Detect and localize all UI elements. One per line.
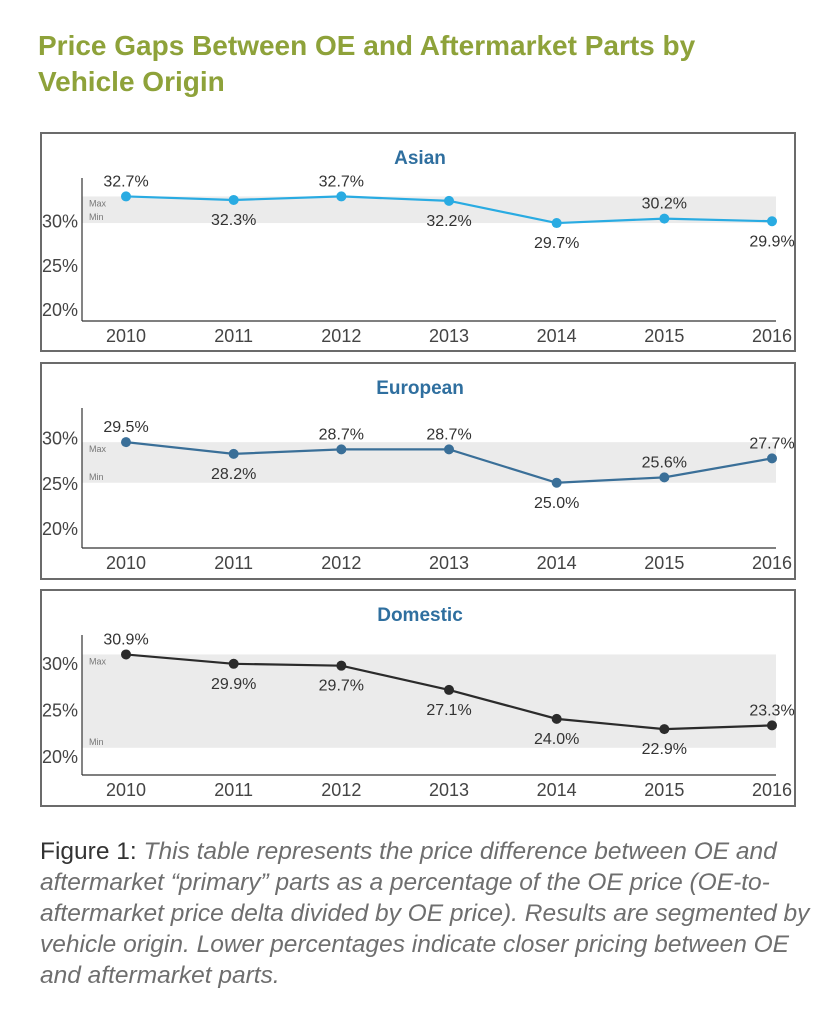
- domestic-data-point: [551, 713, 562, 724]
- asian-data-label: 29.7%: [534, 235, 579, 252]
- asian-data-point: [228, 194, 239, 205]
- european-data-point: [121, 437, 131, 448]
- asian-data-label: 32.2%: [426, 213, 471, 230]
- european-x-tick-label: 2014: [537, 553, 577, 573]
- chart-panel-domestic: Domestic 20% 25% 30% Max Min 2010 2011 2012 2013 2…: [40, 589, 796, 807]
- domestic-data-point: [121, 649, 131, 660]
- european-data-point: [767, 453, 777, 464]
- asian-band-max-label: Max: [89, 198, 107, 208]
- european-y-tick-label: 30%: [42, 429, 78, 449]
- domestic-band-min-label: Min: [89, 737, 104, 747]
- asian-data-point: [444, 195, 454, 206]
- european-data-label: 25.0%: [534, 495, 579, 512]
- domestic-data-label: 30.9%: [103, 631, 148, 648]
- european-data-point: [551, 477, 562, 488]
- chart-panel-european: European 20% 25% 30% Max Min 2010 2011 2012 2013 2…: [40, 362, 796, 580]
- asian-x-tick-label: 2014: [537, 326, 577, 346]
- european-y-tick-label: 20%: [42, 519, 78, 539]
- asian-y-tick-label: 30%: [42, 211, 78, 231]
- asian-x-tick-label: 2015: [644, 326, 684, 346]
- asian-data-point: [336, 191, 347, 202]
- asian-chart-title: Asian: [394, 148, 446, 169]
- asian-data-label: 32.7%: [319, 173, 364, 190]
- page-title: Price Gaps Between OE and Aftermarket Pa…: [38, 30, 696, 97]
- asian-x-tick-label: 2016: [752, 326, 792, 346]
- chart-domestic: Domestic 20% 25% 30% Max Min 2010 2011 2012 2013 2…: [42, 605, 795, 800]
- caption-body: This table represents the price differen…: [40, 838, 810, 989]
- domestic-data-point: [336, 660, 347, 671]
- asian-data-label: 32.3%: [211, 212, 256, 229]
- european-data-label: 28.7%: [319, 426, 364, 443]
- domestic-band-max-label: Max: [89, 656, 107, 666]
- european-x-tick-label: 2011: [214, 553, 253, 573]
- european-x-tick-label: 2013: [429, 553, 469, 573]
- asian-data-label: 32.7%: [103, 173, 148, 190]
- european-data-point: [444, 444, 454, 455]
- asian-x-tick-label: 2011: [214, 326, 253, 346]
- asian-x-tick-label: 2010: [106, 326, 146, 346]
- figure-caption: Figure 1: This table represents the pric…: [40, 836, 810, 991]
- chart-asian: Asian 20% 25% 30% Max Min 2010 2011 2012 2013 2014…: [42, 148, 795, 346]
- european-y-tick-label: 25%: [42, 474, 78, 494]
- chart-panel-asian: Asian 20% 25% 30% Max Min 2010 2011 2012 2013 2014…: [40, 132, 796, 352]
- domestic-data-point: [659, 724, 670, 735]
- asian-data-point: [121, 191, 131, 202]
- domestic-data-label: 27.1%: [426, 702, 471, 719]
- domestic-data-label: 22.9%: [642, 741, 687, 758]
- asian-data-point: [659, 213, 670, 224]
- domestic-data-label: 29.7%: [319, 678, 364, 695]
- domestic-y-tick-label: 30%: [42, 654, 78, 674]
- asian-y-tick-label: 20%: [42, 300, 78, 320]
- domestic-x-tick-label: 2015: [644, 780, 684, 800]
- european-x-tick-label: 2016: [752, 553, 792, 573]
- european-data-label: 27.7%: [749, 435, 794, 452]
- european-data-label: 25.6%: [642, 454, 687, 471]
- asian-x-tick-label: 2013: [429, 326, 469, 346]
- domestic-y-tick-label: 20%: [42, 747, 78, 767]
- european-data-label: 29.5%: [103, 419, 148, 436]
- european-data-point: [228, 448, 239, 459]
- european-band-min-label: Min: [89, 472, 104, 482]
- domestic-y-tick-label: 25%: [42, 701, 78, 721]
- domestic-x-tick-label: 2012: [321, 780, 361, 800]
- domestic-x-tick-label: 2011: [214, 780, 253, 800]
- european-data-point: [659, 472, 670, 483]
- european-x-tick-label: 2012: [321, 553, 361, 573]
- asian-band-min-label: Min: [89, 212, 104, 222]
- asian-data-label: 29.9%: [749, 233, 794, 250]
- european-x-tick-label: 2015: [644, 553, 684, 573]
- domestic-data-point: [228, 658, 239, 669]
- domestic-x-tick-label: 2014: [537, 780, 577, 800]
- european-data-label: 28.7%: [426, 426, 471, 443]
- european-band-max-label: Max: [89, 444, 107, 454]
- domestic-data-point: [767, 720, 777, 731]
- domestic-data-label: 23.3%: [749, 702, 794, 719]
- domestic-chart-title: Domestic: [377, 605, 463, 626]
- asian-data-point: [551, 218, 562, 229]
- european-chart-title: European: [376, 378, 464, 399]
- domestic-x-tick-label: 2013: [429, 780, 469, 800]
- domestic-data-label: 24.0%: [534, 731, 579, 748]
- caption-lead: Figure 1:: [40, 838, 144, 865]
- asian-data-label: 30.2%: [642, 196, 687, 213]
- domestic-minmax-band: [82, 654, 776, 748]
- chart-european: European 20% 25% 30% Max Min 2010 2011 2012 2013 2…: [42, 378, 795, 573]
- domestic-x-tick-label: 2010: [106, 780, 146, 800]
- asian-x-tick-label: 2012: [321, 326, 361, 346]
- domestic-x-tick-label: 2016: [752, 780, 792, 800]
- european-data-label: 28.2%: [211, 466, 256, 483]
- european-data-point: [336, 444, 347, 455]
- european-x-tick-label: 2010: [106, 553, 146, 573]
- asian-data-point: [767, 216, 777, 227]
- domestic-data-label: 29.9%: [211, 676, 256, 693]
- domestic-data-point: [444, 684, 454, 695]
- asian-y-tick-label: 25%: [42, 256, 78, 276]
